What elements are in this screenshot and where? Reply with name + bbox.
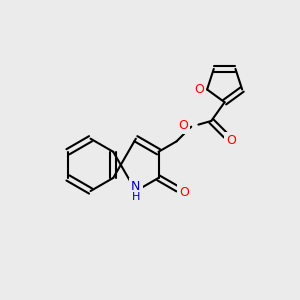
Text: O: O bbox=[226, 134, 236, 147]
Text: H: H bbox=[132, 192, 140, 202]
Text: O: O bbox=[179, 186, 189, 199]
Text: O: O bbox=[194, 83, 204, 96]
Text: N: N bbox=[131, 180, 140, 193]
Text: O: O bbox=[178, 119, 188, 132]
